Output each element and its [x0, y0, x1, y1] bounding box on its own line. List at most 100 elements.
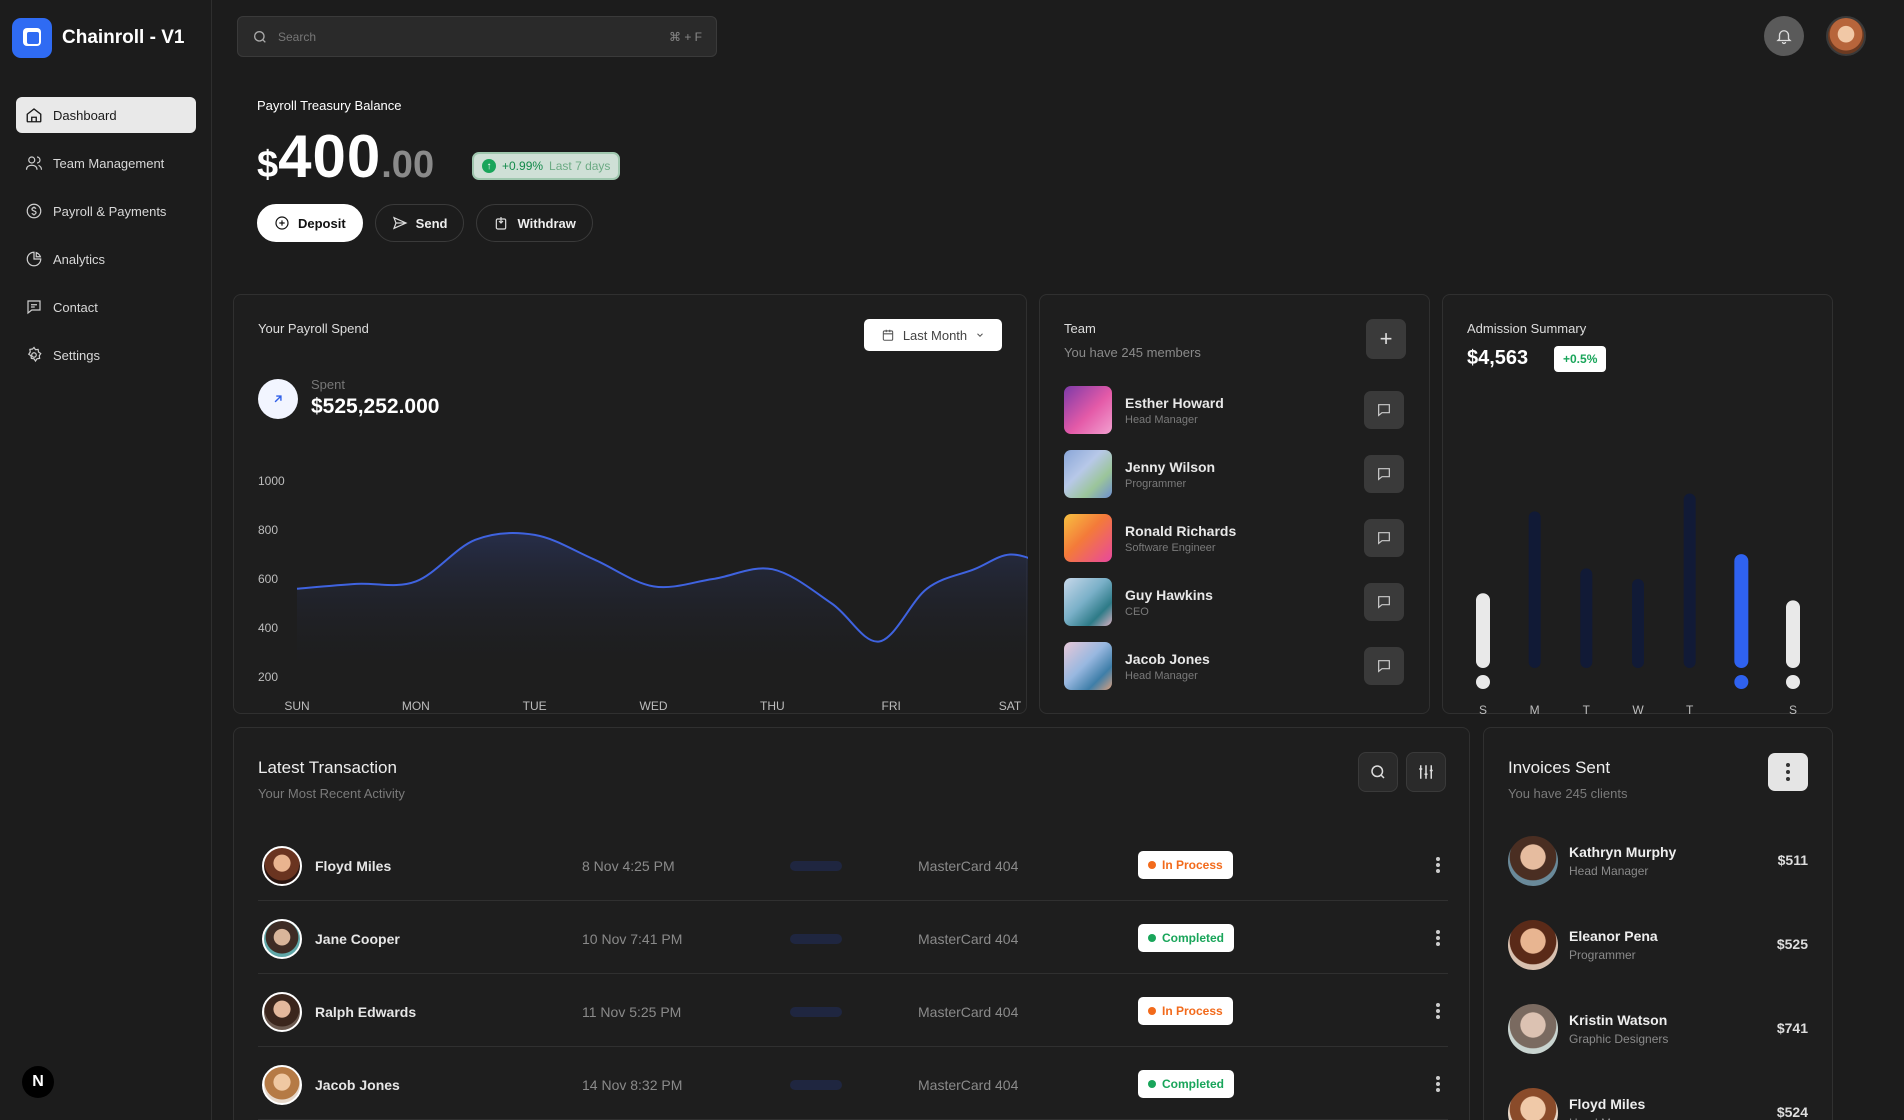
search-input[interactable] [278, 29, 659, 44]
team-member[interactable]: Guy Hawkins CEO [1064, 578, 1404, 626]
invoice-client[interactable]: Kristin Watson Graphic Designers $741 [1508, 1004, 1808, 1054]
sliders-icon [1419, 765, 1433, 779]
avatar [262, 919, 302, 959]
x-tick-label: FRI [881, 699, 900, 713]
client-name: Floyd Miles [1569, 1096, 1646, 1112]
x-tick-label: S [1789, 703, 1797, 715]
invoices-subtitle: You have 245 clients [1508, 786, 1628, 801]
x-tick-label: THU [760, 699, 785, 713]
transaction-amount-blurred [790, 934, 842, 944]
team-member[interactable]: Jacob Jones Head Manager [1064, 642, 1404, 690]
member-role: CEO [1125, 606, 1149, 618]
admission-bar [1786, 600, 1800, 668]
x-tick-label: S [1479, 703, 1487, 715]
member-name: Jenny Wilson [1125, 459, 1216, 475]
transaction-name: Jacob Jones [315, 1077, 400, 1093]
invoice-client[interactable]: Eleanor Pena Programmer $525 [1508, 920, 1808, 970]
sidebar-item-analytics[interactable]: Analytics [16, 241, 196, 277]
message-button[interactable] [1364, 455, 1404, 493]
sidebar-item-settings[interactable]: Settings [16, 337, 196, 373]
sidebar-item-team-management[interactable]: Team Management [16, 145, 196, 181]
chat-icon [1378, 660, 1390, 673]
team-member[interactable]: Ronald Richards Software Engineer [1064, 514, 1404, 562]
invoices-sent-card: Invoices Sent You have 245 clients Kathr… [1483, 727, 1833, 1120]
client-role: Graphic Designers [1569, 1032, 1669, 1046]
payroll-series-line [296, 531, 1028, 643]
transaction-amount-blurred [790, 1080, 842, 1090]
sidebar-item-label: Dashboard [53, 107, 117, 123]
sidebar-item-label: Contact [53, 299, 98, 315]
x-tick-label: SUN [284, 699, 309, 713]
deposit-label: Deposit [298, 215, 346, 231]
balance-amount: $ 400 .00 [257, 122, 434, 191]
filter-button[interactable] [1406, 752, 1446, 792]
framework-badge[interactable]: N [22, 1066, 54, 1098]
client-name: Eleanor Pena [1569, 928, 1658, 944]
search-transactions-button[interactable] [1358, 752, 1398, 792]
search-icon [1371, 765, 1385, 779]
arrow-up-right-icon [258, 379, 298, 419]
notifications-button[interactable] [1764, 16, 1804, 56]
member-role: Head Manager [1125, 670, 1198, 682]
sidebar-item-payroll-payments[interactable]: Payroll & Payments [16, 193, 196, 229]
chainroll-logo-icon [12, 18, 52, 58]
admission-bar [1734, 554, 1749, 668]
more-options-icon[interactable] [1431, 927, 1445, 949]
transaction-amount-blurred [790, 861, 842, 871]
withdraw-button[interactable]: Withdraw [476, 204, 593, 242]
transaction-row[interactable]: Jane Cooper 10 Nov 7:41 PM MasterCard 40… [258, 901, 1448, 974]
message-button[interactable] [1364, 519, 1404, 557]
sidebar-nav: Dashboard Team Management Payroll & Paym… [16, 97, 196, 385]
search-shortcut: ⌘ + F [668, 29, 702, 44]
sidebar-item-dashboard[interactable]: Dashboard [16, 97, 196, 133]
sidebar-item-label: Payroll & Payments [53, 203, 167, 219]
balance-currency: $ [257, 144, 279, 186]
more-options-icon[interactable] [1431, 1073, 1445, 1095]
coin-icon [26, 203, 42, 219]
bell-icon [1776, 30, 1792, 45]
member-avatar [1064, 450, 1112, 498]
x-tick-label: MON [402, 699, 430, 713]
sidebar-item-contact[interactable]: Contact [16, 289, 196, 325]
add-member-button[interactable]: + [1366, 319, 1406, 359]
transaction-name: Ralph Edwards [315, 1004, 417, 1020]
client-role: Head Manager [1569, 1116, 1648, 1120]
admission-bar-dot [1734, 675, 1749, 689]
team-member[interactable]: Jenny Wilson Programmer [1064, 450, 1404, 498]
member-name: Jacob Jones [1125, 651, 1210, 667]
status-dot-icon [1148, 861, 1156, 869]
user-avatar[interactable] [1826, 16, 1866, 56]
sidebar: Chainroll - V1 Dashboard Team Management… [0, 0, 212, 1120]
brand[interactable]: Chainroll - V1 [12, 18, 184, 58]
send-button[interactable]: Send [374, 204, 465, 242]
more-options-icon[interactable] [1431, 854, 1445, 876]
invoices-title: Invoices Sent [1508, 758, 1611, 777]
invoices-more-button[interactable] [1768, 753, 1808, 791]
invoice-client[interactable]: Floyd Miles Head Manager $524 [1508, 1088, 1808, 1120]
message-button[interactable] [1364, 647, 1404, 685]
x-tick-label: SAT [999, 699, 1022, 713]
calendar-icon [882, 329, 894, 341]
transaction-row[interactable]: Ralph Edwards 11 Nov 5:25 PM MasterCard … [258, 974, 1448, 1047]
transaction-row[interactable]: Floyd Miles 8 Nov 4:25 PM MasterCard 404… [258, 828, 1448, 901]
balance-actions: Deposit Send Withdraw [257, 204, 593, 242]
message-button[interactable] [1364, 583, 1404, 621]
transaction-card: MasterCard 404 [918, 1004, 1019, 1020]
search-bar[interactable]: ⌘ + F [237, 16, 717, 57]
message-button[interactable] [1364, 391, 1404, 429]
x-tick-label: M [1530, 703, 1540, 715]
status-dot-icon [1148, 1007, 1156, 1015]
team-member[interactable]: Esther Howard Head Manager [1064, 386, 1404, 434]
period-select[interactable]: Last Month [864, 319, 1002, 351]
avatar [262, 846, 302, 886]
y-tick-label: 400 [258, 621, 278, 635]
member-name: Ronald Richards [1125, 523, 1237, 539]
deposit-button[interactable]: Deposit [257, 204, 363, 242]
balance-integer: 400 [278, 123, 382, 190]
admission-change-badge: +0.5% [1554, 346, 1607, 372]
invoice-client[interactable]: Kathryn Murphy Head Manager $511 [1508, 836, 1808, 886]
status-label: In Process [1162, 858, 1223, 872]
more-options-icon[interactable] [1431, 1000, 1445, 1022]
transaction-row[interactable]: Jacob Jones 14 Nov 8:32 PM MasterCard 40… [258, 1047, 1448, 1120]
